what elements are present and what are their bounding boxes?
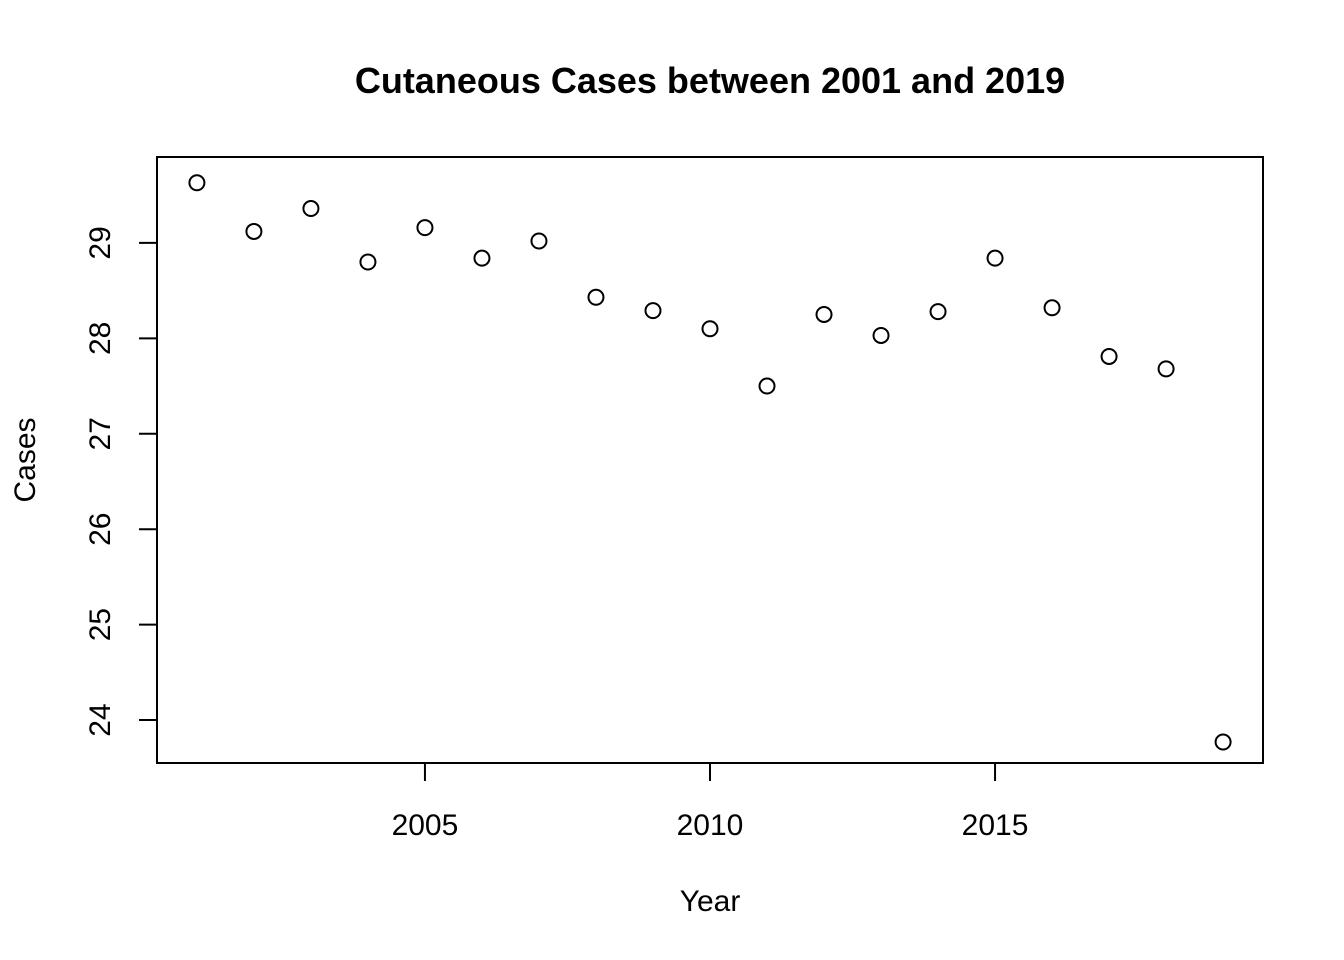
data-point bbox=[416, 219, 434, 237]
x-axis-label: Year bbox=[680, 885, 741, 918]
data-points bbox=[188, 174, 1232, 751]
x-axis: 2005 2010 2015 bbox=[392, 763, 1029, 842]
data-point bbox=[701, 320, 719, 338]
data-point bbox=[986, 249, 1004, 267]
y-tick-label: 28 bbox=[84, 322, 117, 355]
x-tick-label: 2010 bbox=[677, 809, 744, 842]
data-point bbox=[758, 377, 776, 395]
data-point bbox=[359, 253, 377, 271]
chart-title: Cutaneous Cases between 2001 and 2019 bbox=[355, 60, 1065, 101]
data-point bbox=[188, 174, 206, 192]
x-tick-label: 2015 bbox=[962, 809, 1029, 842]
y-tick-label: 26 bbox=[84, 513, 117, 546]
data-point bbox=[815, 305, 833, 323]
data-point bbox=[530, 232, 548, 250]
data-point bbox=[473, 249, 491, 267]
data-point bbox=[929, 303, 947, 321]
plot-area-frame bbox=[156, 156, 1264, 764]
data-point bbox=[1157, 360, 1175, 378]
y-tick-label: 27 bbox=[84, 417, 117, 450]
data-point bbox=[1214, 733, 1232, 751]
y-tick-label: 29 bbox=[84, 226, 117, 259]
y-tick-label: 24 bbox=[84, 703, 117, 736]
data-point bbox=[644, 302, 662, 320]
data-point bbox=[302, 200, 320, 218]
data-point bbox=[872, 326, 890, 344]
data-point bbox=[245, 222, 263, 240]
y-tick-label: 25 bbox=[84, 608, 117, 641]
data-point bbox=[587, 288, 605, 306]
x-tick-label: 2005 bbox=[392, 809, 459, 842]
y-axis-label: Cases bbox=[9, 417, 42, 502]
y-axis: 24 25 26 27 28 29 bbox=[84, 226, 157, 737]
data-point bbox=[1043, 299, 1061, 317]
data-point bbox=[1100, 347, 1118, 365]
